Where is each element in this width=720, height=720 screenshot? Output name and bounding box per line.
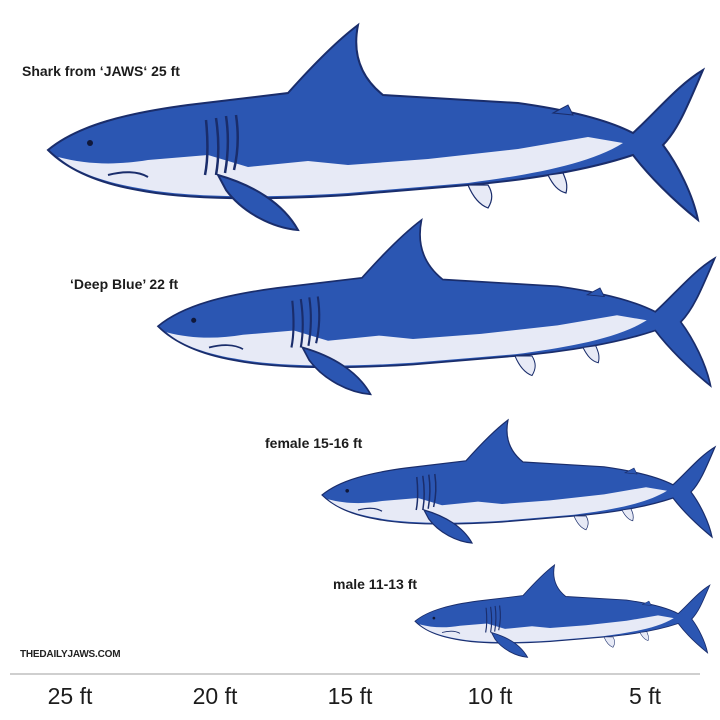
shark-female [321, 419, 716, 544]
shark-deep-blue [156, 218, 716, 396]
shark-male [414, 564, 711, 658]
scale-label: 5 ft [629, 683, 661, 709]
scale-line [10, 673, 700, 675]
scale-label: 15 ft [327, 683, 373, 709]
shark-label-male: male 11-13 ft [333, 576, 418, 592]
scale-label: 10 ft [467, 683, 513, 709]
watermark: THEDAILYJAWS.COM [20, 649, 121, 660]
shark-jaws [46, 23, 705, 232]
scale-label: 20 ft [192, 683, 238, 709]
scale-label: 25 ft [47, 683, 93, 709]
shark-label-female: female 15-16 ft [265, 435, 363, 451]
shark-label-jaws: Shark from ‘JAWS‘ 25 ft [22, 63, 180, 79]
shark-label-deep-blue: ‘Deep Blue’ 22 ft [70, 276, 179, 292]
